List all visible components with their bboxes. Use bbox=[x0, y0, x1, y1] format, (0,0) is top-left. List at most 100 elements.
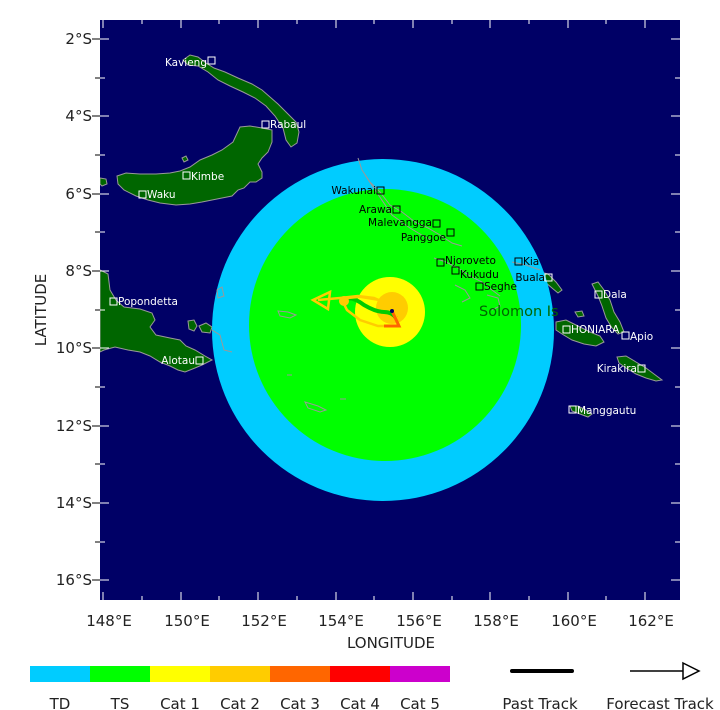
coast-ng-3 bbox=[486, 294, 501, 311]
land-islet-west bbox=[100, 177, 108, 187]
legend-label-cat5: Cat 5 bbox=[400, 695, 440, 710]
city-label-malevangga: Malevangga bbox=[368, 217, 432, 229]
frame-ticks bbox=[100, 20, 680, 600]
y-tick-label: 2°S bbox=[65, 30, 92, 48]
legend-label-td: TD bbox=[49, 695, 71, 710]
city-marker-honiara bbox=[562, 325, 571, 334]
legend-swatch-cat3 bbox=[270, 666, 330, 682]
land-new-ireland bbox=[182, 54, 300, 148]
city-label-kia: Kia bbox=[523, 256, 539, 268]
y-tick-label: 4°S bbox=[65, 107, 92, 125]
x-tick-label: 154°E bbox=[318, 612, 364, 630]
legend-swatch-cat4 bbox=[330, 666, 390, 682]
track-forecast-point bbox=[339, 296, 349, 306]
y-axis: 2°S 4°S 6°S 8°S 10°S 12°S 14°S 16°S LATI… bbox=[32, 30, 92, 589]
y-tick-label: 10°S bbox=[56, 339, 92, 357]
city-label-panggoe: Panggoe bbox=[401, 232, 446, 244]
city-label-waku: Waku bbox=[147, 189, 176, 201]
city-label-rabaul: Rabaul bbox=[270, 119, 306, 131]
city-marker-kukudu bbox=[451, 266, 460, 275]
y-tick-label: 14°S bbox=[56, 494, 92, 512]
land-islet-nb bbox=[181, 155, 189, 163]
x-tick-label: 152°E bbox=[241, 612, 287, 630]
city-marker-popondetta bbox=[109, 297, 118, 306]
city-label-dala: Dala bbox=[603, 289, 627, 301]
x-tick-label: 162°E bbox=[628, 612, 674, 630]
city-marker-kirakira bbox=[637, 364, 646, 373]
city-label-wakunai: Wakunai bbox=[331, 185, 376, 197]
legend: TD TS Cat 1 Cat 2 Cat 3 Cat 4 Cat 5 Past… bbox=[30, 661, 714, 710]
coast-islet-s2 bbox=[304, 401, 328, 413]
city-marker-rabaul bbox=[261, 120, 270, 129]
city-label-honiara: HONIARA bbox=[571, 324, 620, 336]
city-marker-waku bbox=[138, 190, 147, 199]
legend-swatch-ts bbox=[90, 666, 150, 682]
city-marker-buala bbox=[544, 273, 553, 282]
city-marker-kia bbox=[514, 257, 523, 266]
track-cat3-segment bbox=[384, 310, 402, 328]
city-marker-kavieng bbox=[207, 56, 216, 65]
city-marker-seghe bbox=[475, 282, 484, 291]
legend-swatch-td bbox=[30, 666, 90, 682]
land-makira bbox=[616, 355, 664, 382]
city-label-njoroveto: Njoroveto bbox=[445, 255, 496, 267]
coast-islet-tri bbox=[216, 286, 225, 299]
land-islet-florida bbox=[574, 310, 585, 318]
y-tick-label: 8°S bbox=[65, 262, 92, 280]
x-axis-title: LONGITUDE bbox=[347, 634, 435, 652]
city-marker-dala bbox=[594, 290, 603, 299]
legend-swatch-cat5 bbox=[390, 666, 450, 682]
outer-ticks bbox=[92, 38, 100, 581]
coast-bougainville-2 bbox=[364, 174, 431, 241]
track-ts-segment bbox=[344, 296, 398, 320]
city-marker-alotau bbox=[195, 356, 204, 365]
legend-label-past-track: Past Track bbox=[502, 695, 578, 710]
city-marker-manggautu bbox=[568, 405, 577, 414]
city-label-apio: Apio bbox=[630, 331, 653, 343]
land-png-mainland bbox=[100, 269, 214, 373]
forecast-track-arrow-icon bbox=[630, 661, 701, 681]
coast-islet-tri2 bbox=[211, 329, 233, 353]
legend-label-ts: TS bbox=[110, 695, 130, 710]
y-axis-title: LATITUDE bbox=[32, 274, 50, 347]
current-position-marker bbox=[390, 309, 394, 313]
coast-ng-2 bbox=[454, 284, 471, 303]
city-label-manggautu: Manggautu bbox=[577, 405, 636, 417]
coastline-outlines bbox=[211, 157, 541, 413]
y-tick-label: 12°S bbox=[56, 417, 92, 435]
city-label-seghe: Seghe bbox=[484, 281, 517, 293]
legend-swatch-cat1 bbox=[150, 666, 210, 682]
y-tick-label: 16°S bbox=[56, 571, 92, 589]
x-tick-label: 160°E bbox=[551, 612, 597, 630]
legend-label-cat2: Cat 2 bbox=[220, 695, 260, 710]
x-tick-label: 158°E bbox=[473, 612, 519, 630]
legend-label-cat3: Cat 3 bbox=[280, 695, 320, 710]
coast-islet-kia bbox=[511, 261, 541, 271]
storm-track bbox=[310, 289, 402, 328]
city-marker-arawa bbox=[392, 205, 401, 214]
city-label-alotau: Alotau bbox=[161, 355, 195, 367]
city-marker-njoroveto bbox=[436, 258, 445, 267]
forecast-arrowhead bbox=[310, 289, 332, 312]
city-label-buala: Buala bbox=[515, 272, 545, 284]
landmasses bbox=[100, 54, 664, 418]
x-tick-label: 150°E bbox=[164, 612, 210, 630]
land-new-britain bbox=[116, 125, 273, 206]
city-marker-wakunai bbox=[376, 186, 385, 195]
x-axis: 148°E 150°E 152°E 154°E 156°E 158°E 160°… bbox=[86, 612, 674, 652]
legend-label-forecast-track: Forecast Track bbox=[606, 695, 714, 710]
legend-label-cat1: Cat 1 bbox=[160, 695, 200, 710]
city-marker-malevangga bbox=[432, 219, 441, 228]
x-tick-label: 148°E bbox=[86, 612, 132, 630]
city-marker-panggoe bbox=[446, 228, 455, 237]
city-marker-apio bbox=[621, 331, 630, 340]
land-islet-png-2 bbox=[198, 322, 213, 334]
track-cat1-loop-inner bbox=[339, 295, 393, 307]
coast-new-georgia bbox=[433, 257, 501, 297]
city-label-kirakira: Kirakira bbox=[597, 363, 637, 375]
x-tick-label: 156°E bbox=[396, 612, 442, 630]
coast-islet-w bbox=[277, 310, 298, 319]
city-marker-kimbe bbox=[182, 171, 191, 180]
legend-label-cat4: Cat 4 bbox=[340, 695, 380, 710]
